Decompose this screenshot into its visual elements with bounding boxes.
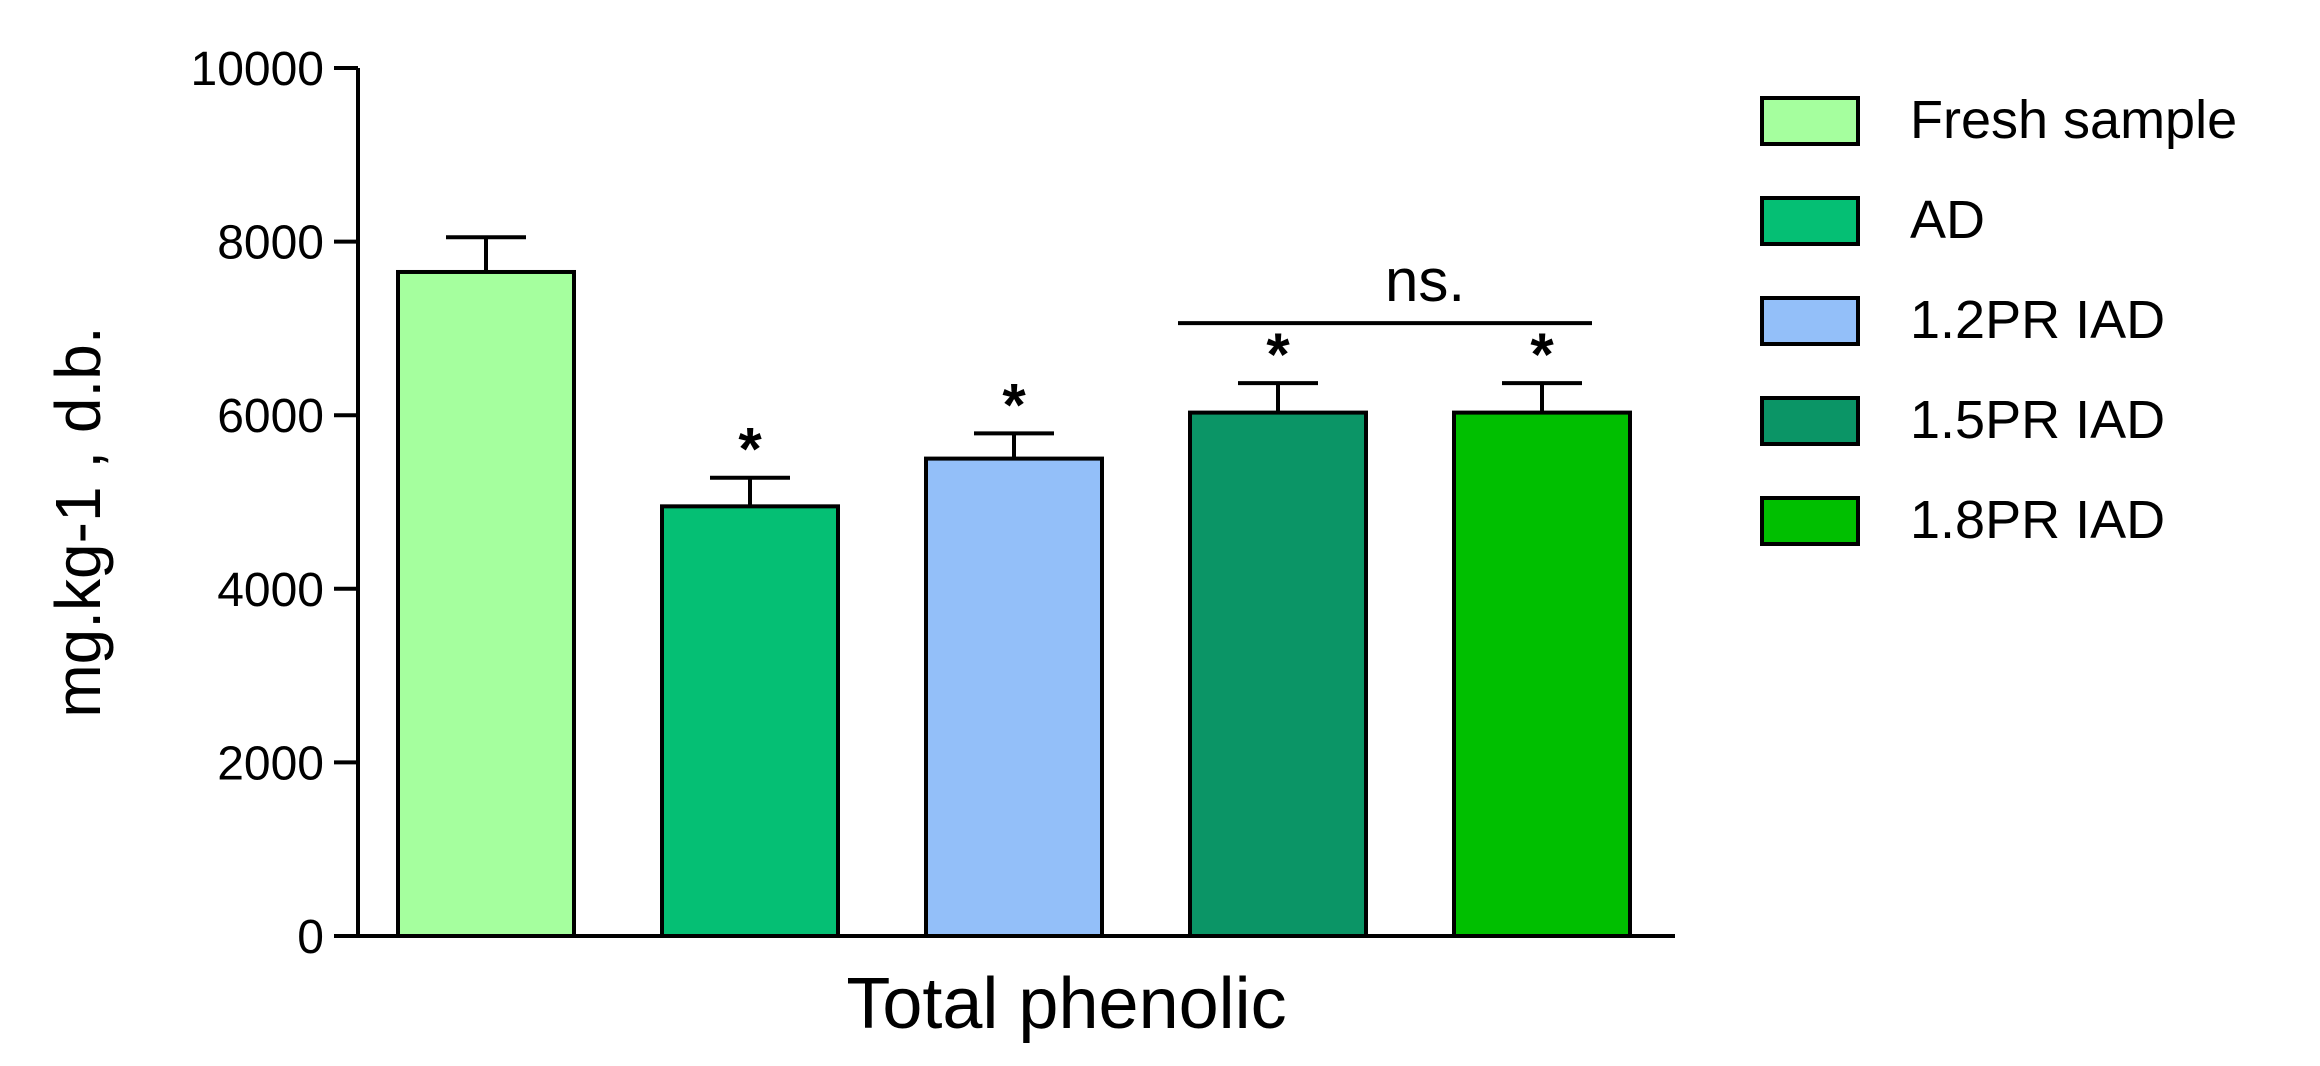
bar <box>660 504 840 938</box>
significance-marker: * <box>1530 321 1554 388</box>
legend-label: 1.2PR IAD <box>1910 290 2165 350</box>
legend-label: 1.8PR IAD <box>1910 490 2165 550</box>
bar <box>396 269 576 939</box>
legend-label: AD <box>1910 190 1985 250</box>
legend: Fresh sample AD 1.2PR IAD 1.5PR IAD 1.8PR IA… <box>1760 90 2237 550</box>
y-tick-label: 2000 <box>217 737 324 790</box>
y-tick-label: 6000 <box>217 390 324 443</box>
axes: 0 2000 4000 6000 8000 10000 <box>191 43 1675 964</box>
bar <box>1452 410 1632 938</box>
x-axis-label: Total phenolic <box>846 964 1286 1044</box>
legend-swatch <box>1760 96 1860 146</box>
legend-label: 1.5PR IAD <box>1910 390 2165 450</box>
legend-swatch <box>1760 196 1860 246</box>
y-tick-label: 10000 <box>191 43 324 96</box>
significance-marker: * <box>1002 371 1026 438</box>
legend-swatch <box>1760 496 1860 546</box>
bar <box>924 456 1104 938</box>
y-tick-label: 8000 <box>217 217 324 270</box>
y-tick-label: 0 <box>297 911 324 964</box>
significance-marker: * <box>738 416 762 483</box>
y-axis-label: mg.kg-1 , d.b. <box>42 326 114 717</box>
significance-marker: * <box>1266 321 1290 388</box>
y-tick-label: 4000 <box>217 564 324 617</box>
legend-swatch <box>1760 296 1860 346</box>
legend-label: Fresh sample <box>1910 90 2237 150</box>
bar <box>1188 410 1368 938</box>
bars: * * * * ns. <box>396 235 1632 939</box>
legend-swatch <box>1760 396 1860 446</box>
comparison-label: ns. <box>1385 247 1465 314</box>
